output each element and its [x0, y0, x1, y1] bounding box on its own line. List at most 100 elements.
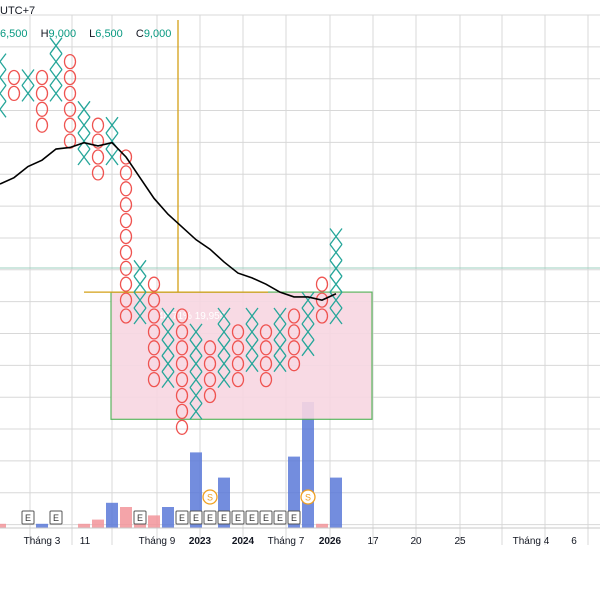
- rectangle-label: 48.71% 19,955: [158, 311, 226, 322]
- pnf-marks: [0, 37, 343, 435]
- o-box: [35, 69, 49, 86]
- o-box: [63, 85, 77, 102]
- earnings-marker: [203, 510, 217, 525]
- earnings-marker: [133, 510, 147, 525]
- x-box: [77, 100, 91, 118]
- o-box: [35, 85, 49, 102]
- x-box: [49, 37, 63, 55]
- o-box: [119, 149, 133, 165]
- x-box: [161, 355, 175, 373]
- x-box: [329, 259, 343, 277]
- ohlc-high: H9,000: [40, 28, 77, 40]
- o-box: [119, 308, 133, 324]
- moving-average-line: [0, 141, 337, 301]
- x-box: [49, 53, 63, 70]
- earnings-marker-label: E: [263, 513, 269, 523]
- o-box: [35, 117, 49, 133]
- earnings-marker: [245, 510, 259, 525]
- x-box: [329, 275, 343, 293]
- earnings-marker: [231, 510, 245, 525]
- rectangle-shape: [110, 291, 373, 420]
- o-box: [119, 276, 133, 292]
- o-box: [91, 165, 105, 181]
- earnings-marker-label: E: [291, 513, 297, 523]
- x-box: [217, 355, 231, 373]
- x-box: [217, 323, 231, 341]
- o-box: [63, 53, 77, 70]
- o-box: [315, 292, 329, 308]
- o-box: [175, 340, 189, 356]
- crosshair: [84, 20, 268, 293]
- earnings-marker-label: E: [179, 513, 185, 523]
- price-range-rectangle[interactable]: 48.71% 19,955: [110, 291, 373, 420]
- earnings-marker-label: E: [193, 513, 199, 523]
- volume-bars: [0, 402, 600, 529]
- o-box: [315, 308, 329, 324]
- o-box: [119, 165, 133, 181]
- x-box: [301, 323, 315, 341]
- x-box: [21, 69, 35, 86]
- volume-bar: [302, 402, 314, 528]
- dividend-marker: [300, 489, 316, 505]
- x-box: [77, 116, 91, 134]
- o-box: [147, 292, 161, 308]
- ohlc-readout: 6,500 H9,000 L6,500 C9,000: [0, 28, 181, 40]
- earnings-marker-label: E: [137, 513, 143, 523]
- o-box: [119, 212, 133, 229]
- x-box: [0, 85, 7, 102]
- x-box: [273, 323, 287, 341]
- x-box: [273, 355, 287, 373]
- earnings-marker-label: E: [207, 513, 213, 523]
- x-box: [49, 69, 63, 86]
- x-axis-label: 2023: [189, 536, 212, 547]
- o-box: [91, 133, 105, 149]
- x-box: [161, 323, 175, 341]
- x-box: [217, 371, 231, 388]
- ohlc-open: 6,500: [0, 28, 28, 40]
- o-box: [63, 69, 77, 86]
- o-box: [91, 117, 105, 133]
- volume-bar: [106, 502, 118, 528]
- dividend-marker-label: S: [207, 493, 213, 503]
- x-axis-label: 2024: [232, 536, 255, 547]
- x-box: [245, 339, 259, 357]
- x-box: [133, 291, 147, 309]
- dividend-marker: [202, 489, 218, 505]
- earnings-marker: [21, 510, 35, 525]
- x-box: [329, 307, 343, 325]
- x-box: [217, 339, 231, 357]
- volume-bar: [162, 507, 174, 528]
- o-box: [147, 371, 161, 388]
- o-box: [203, 371, 217, 388]
- event-markers: E E E E E E E E E E E ES S: [21, 489, 316, 525]
- volume-bar: [148, 515, 160, 528]
- x-box: [189, 387, 203, 404]
- o-box: [175, 403, 189, 420]
- o-box: [175, 371, 189, 388]
- x-box: [133, 275, 147, 293]
- o-box: [175, 387, 189, 404]
- x-box: [105, 116, 119, 134]
- o-box: [147, 308, 161, 324]
- x-axis: Tháng 3 11 Tháng 9 2023 2024 Tháng 7 2026 17 20 2…: [24, 536, 578, 547]
- x-box: [0, 53, 7, 70]
- x-axis-label: 25: [454, 536, 466, 547]
- x-axis-label: Tháng 4: [513, 536, 550, 547]
- x-box: [77, 148, 91, 166]
- earnings-marker-label: E: [25, 513, 31, 523]
- ohlc-close: C9,000: [135, 28, 172, 40]
- o-box: [7, 85, 21, 102]
- o-box: [287, 308, 301, 324]
- x-box: [329, 228, 343, 245]
- o-box: [63, 117, 77, 133]
- x-box: [245, 355, 259, 373]
- x-box: [301, 339, 315, 357]
- earnings-marker-label: E: [277, 513, 283, 523]
- x-box: [245, 323, 259, 341]
- x-box: [245, 307, 259, 325]
- earnings-marker: [49, 510, 63, 525]
- x-box: [161, 371, 175, 388]
- x-box: [133, 259, 147, 277]
- o-box: [119, 244, 133, 261]
